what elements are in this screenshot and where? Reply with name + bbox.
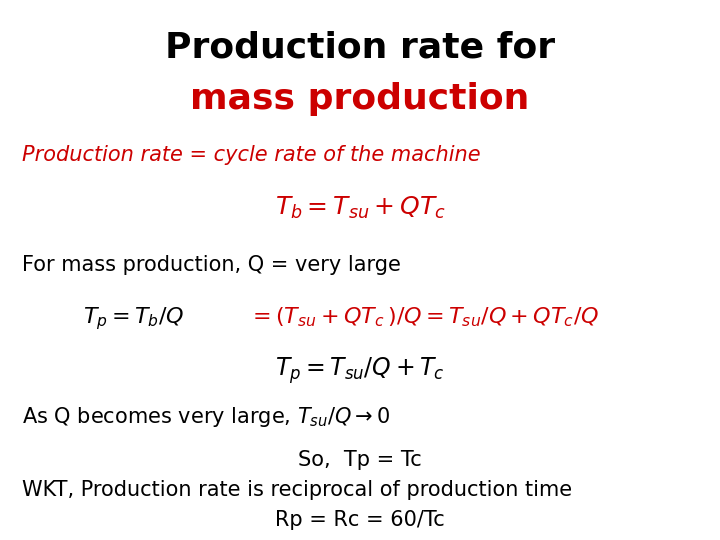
Text: $\mathit{T}_b = \mathit{T}_{su} + \mathit{QT}_c$: $\mathit{T}_b = \mathit{T}_{su} + \mathi… (274, 195, 446, 221)
Text: $= (\mathit{T}_{su} + \mathit{QT}_c\,)/Q = \mathit{T}_{su}/Q + \mathit{QT}_c/Q$: $= (\mathit{T}_{su} + \mathit{QT}_c\,)/Q… (248, 305, 600, 329)
Text: Production rate = cycle rate of the machine: Production rate = cycle rate of the mach… (22, 145, 480, 165)
Text: $\mathit{T}_p = \mathit{T}_b/Q$: $\mathit{T}_p = \mathit{T}_b/Q$ (83, 305, 184, 332)
Text: As Q becomes very large, $\mathit{T}_{su}/Q \rightarrow 0$: As Q becomes very large, $\mathit{T}_{su… (22, 405, 390, 429)
Text: $\mathit{T}_p = \mathit{T}_{su}/Q + \mathit{T}_c$: $\mathit{T}_p = \mathit{T}_{su}/Q + \mat… (275, 355, 445, 386)
Text: Production rate for: Production rate for (165, 30, 555, 64)
Text: WKT, Production rate is reciprocal of production time: WKT, Production rate is reciprocal of pr… (22, 480, 572, 500)
Text: So,  Tp = Tc: So, Tp = Tc (298, 450, 422, 470)
Text: mass production: mass production (190, 82, 530, 116)
Text: For mass production, Q = very large: For mass production, Q = very large (22, 255, 400, 275)
Text: Rp = Rc = 60/Tc: Rp = Rc = 60/Tc (275, 510, 445, 530)
